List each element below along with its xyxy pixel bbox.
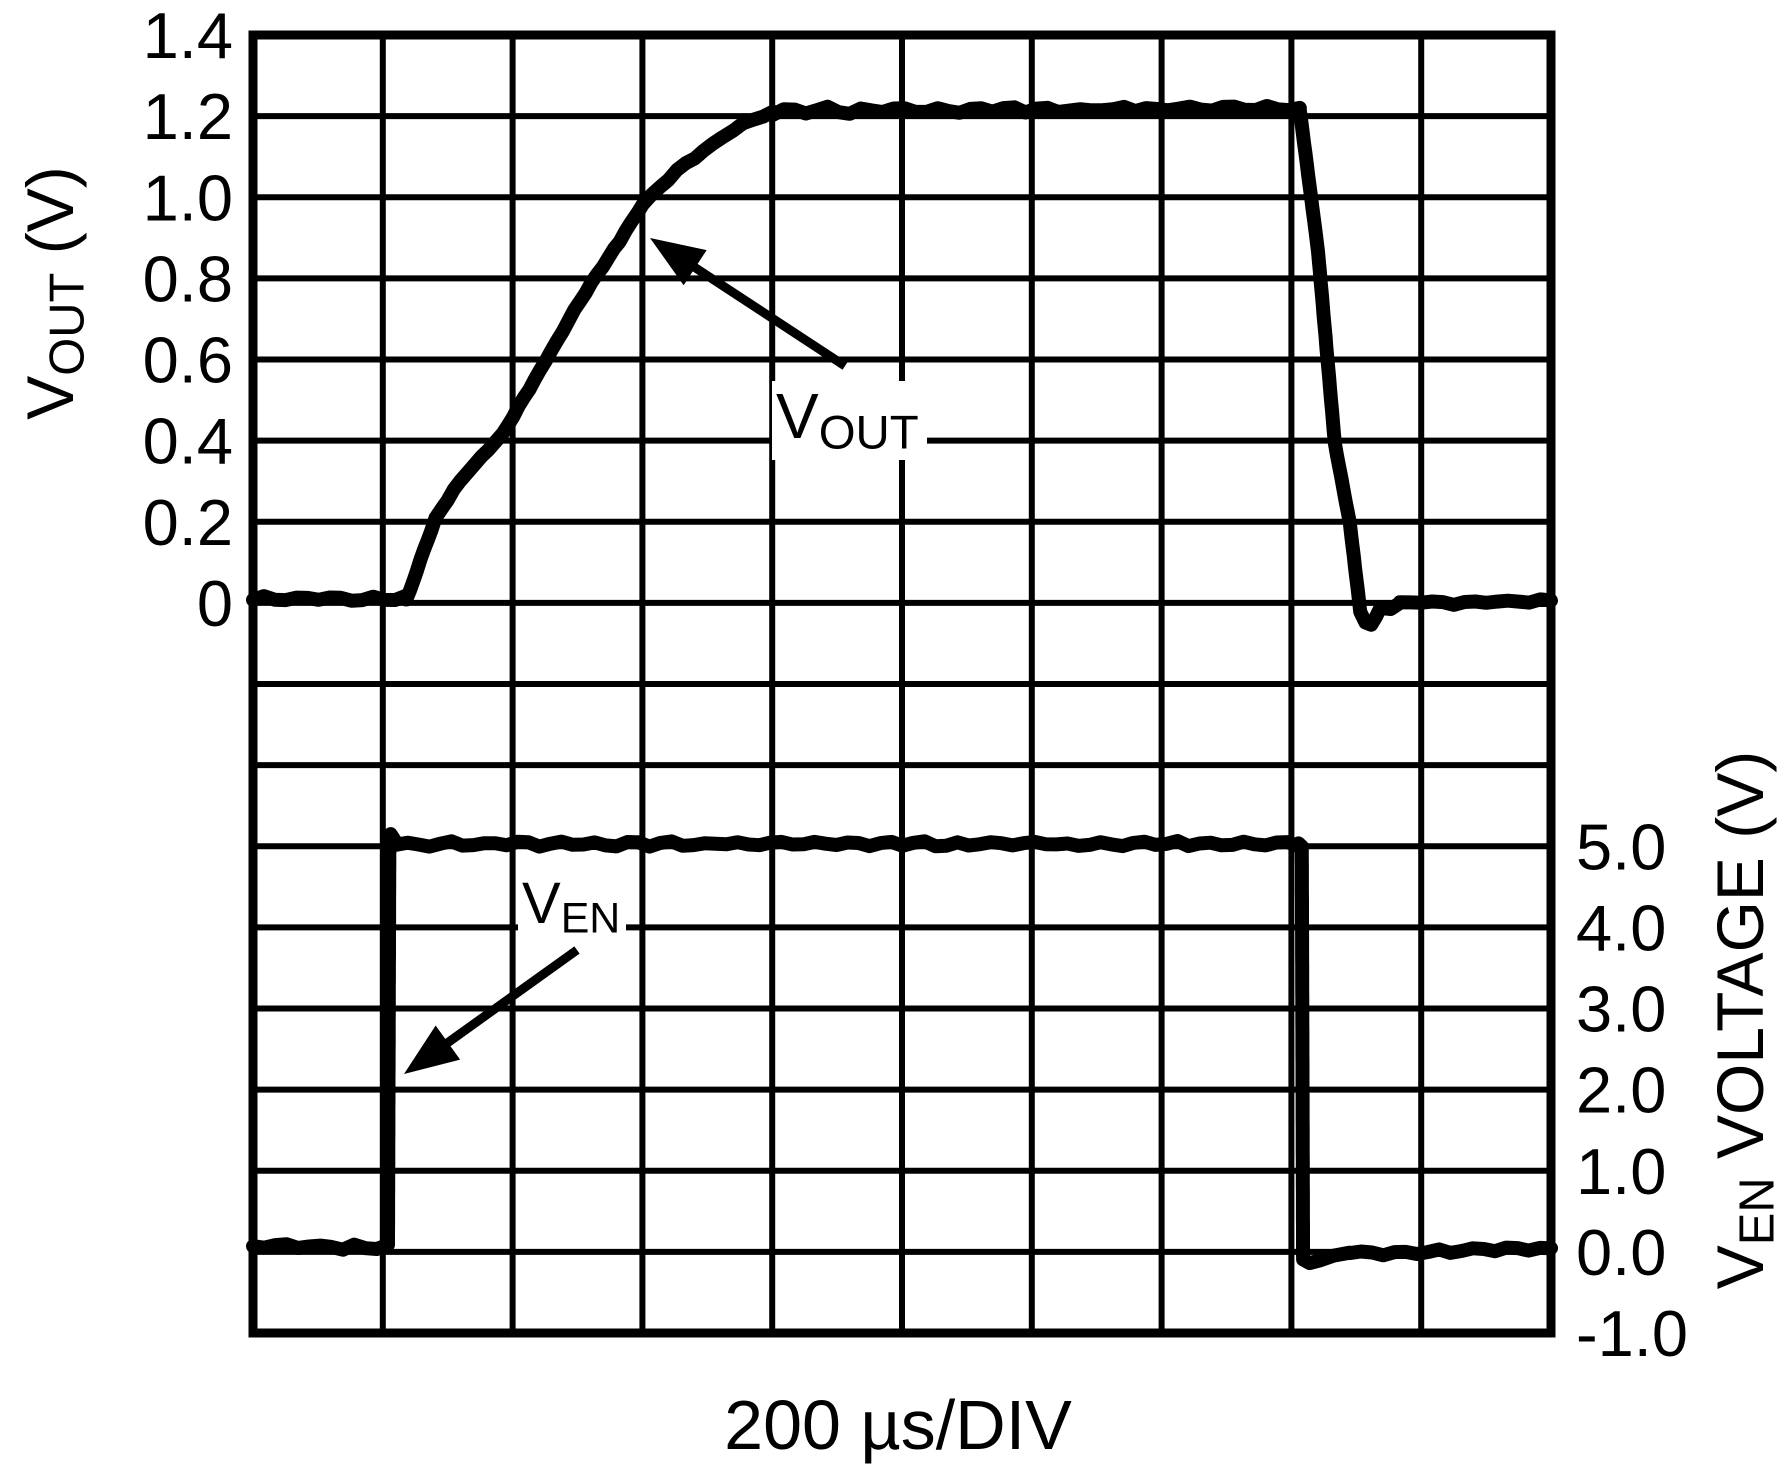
- vout-arrow: [650, 238, 848, 370]
- left-axis-tick: 0: [197, 567, 233, 640]
- vout-trace: [246, 99, 1558, 632]
- right-axis-tick: 1.0: [1576, 1135, 1666, 1208]
- right-axis-tick: 4.0: [1576, 891, 1666, 964]
- grid-lines: [250, 32, 1554, 1336]
- right-axis-title: VEN VOLTAGE (V): [1703, 751, 1785, 1290]
- left-axis-tick: 0.2: [143, 486, 233, 559]
- right-axis-tick: 3.0: [1576, 973, 1666, 1046]
- ven-arrow: [404, 946, 580, 1074]
- ven-trace: [246, 827, 1558, 1271]
- left-axis-tick: 1.2: [143, 80, 233, 153]
- right-axis-tick: -1.0: [1576, 1297, 1688, 1370]
- left-axis-tick: 1.4: [143, 0, 233, 72]
- vout-trace-label-sub: OUT: [818, 406, 919, 460]
- left-axis-title: VOUT (V): [13, 166, 95, 419]
- left-axis-tick: 0.8: [143, 242, 233, 315]
- ven-trace-label: VEN: [518, 871, 627, 943]
- x-axis-label: 200 µs/DIV: [724, 1386, 1072, 1464]
- ven-trace-label-sub: EN: [560, 894, 621, 943]
- left-axis-title-main: V: [13, 375, 87, 420]
- ven-trace-label-main: V: [522, 871, 561, 936]
- right-axis-title-main: V: [1703, 1245, 1777, 1290]
- left-axis-tick: 0.4: [143, 405, 233, 478]
- right-axis-tick: 0.0: [1576, 1216, 1666, 1289]
- left-axis-tick: 1.0: [143, 161, 233, 234]
- right-axis-tick: 2.0: [1576, 1054, 1666, 1127]
- left-axis-tick: 0.6: [143, 324, 233, 397]
- right-axis-title-sub: EN: [1730, 1177, 1785, 1246]
- right-axis-title-rest: VOLTAGE (V): [1703, 750, 1777, 1178]
- left-axis-title-sub: OUT: [40, 272, 95, 376]
- vout-trace-label-main: V: [776, 380, 819, 452]
- right-axis-tick: 5.0: [1576, 810, 1666, 883]
- left-axis-title-rest: (V): [13, 166, 87, 273]
- vout-trace-label: VOUT: [772, 380, 927, 461]
- plot-border: [248, 30, 1556, 1338]
